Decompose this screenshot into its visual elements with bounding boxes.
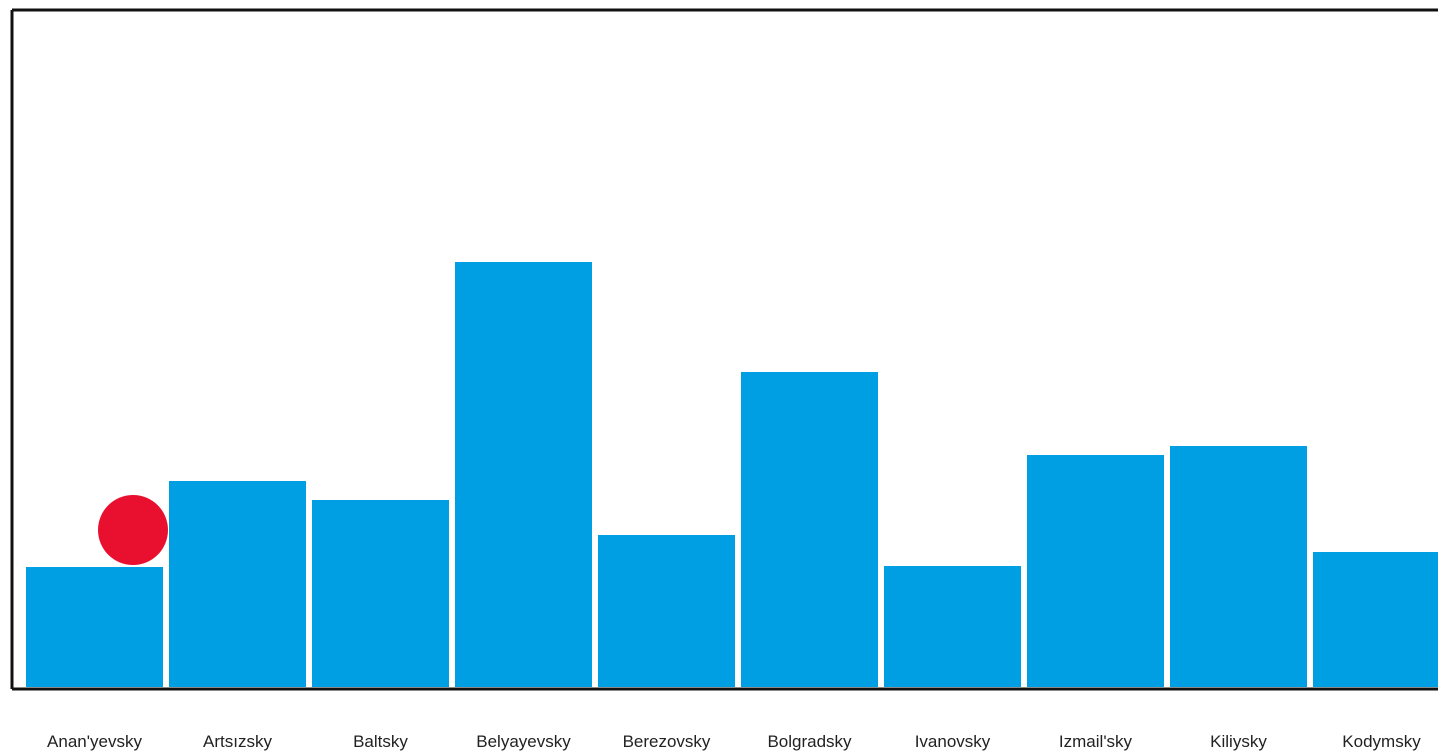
x-tick-labels: Anan'yevsky Artsızsky Baltsky Belyayevsky Be… [47,732,1421,751]
bar-berezovsky [598,535,735,687]
bar-kodymsky [1313,552,1438,687]
bar-belyayevsky [455,262,592,687]
bar-kiliysky [1170,446,1307,687]
bar-ivanovsky [884,566,1021,687]
marker-layer [98,495,168,565]
x-tick-label-baltsky: Baltsky [353,732,408,751]
x-tick-label-berezovsky: Berezovsky [623,732,711,751]
x-tick-label-kiliysky: Kiliysky [1210,732,1267,751]
bar-series [26,262,1438,687]
marker-point [98,495,168,565]
plot-frame [10,8,1438,691]
x-tick-label-bolgradsky: Bolgradsky [767,732,852,751]
x-tick-label-arts-zsky: Artsızsky [203,732,272,751]
bar-arts-zsky [169,481,306,687]
bar-baltsky [312,500,449,687]
bar-anan-yevsky [26,567,163,687]
x-tick-label-ivanovsky: Ivanovsky [915,732,991,751]
x-tick-label-kodymsky: Kodymsky [1342,732,1421,751]
x-tick-label-izmail-sky: Izmail'sky [1059,732,1133,751]
x-tick-label-belyayevsky: Belyayevsky [476,732,571,751]
x-tick-label-anan-yevsky: Anan'yevsky [47,732,142,751]
bar-bolgradsky [741,372,878,687]
bar-izmail-sky [1027,455,1164,687]
